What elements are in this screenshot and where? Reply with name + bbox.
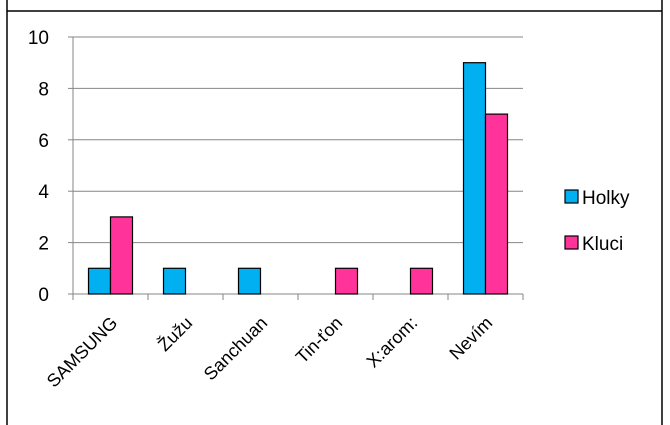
x-category-labels: SAMSUNG Žužu Sanchuan Tin-ťon Χ:arom: Nevím (43, 313, 496, 391)
legend: Holky Kluci (564, 188, 630, 255)
category-label: Žužu (154, 313, 196, 355)
bar-kluci-5 (484, 113, 509, 295)
bar-holky-1 (162, 267, 187, 295)
category-label: Nevím (445, 313, 496, 364)
y-tick-label: 10 (28, 28, 49, 49)
legend-label-kluci: Kluci (582, 234, 623, 255)
bar-kluci-3 (334, 267, 359, 295)
bar-holky-5 (462, 62, 487, 295)
bar-holky-2 (237, 267, 262, 295)
legend-swatch-kluci (564, 235, 579, 250)
legend-label-holky: Holky (582, 188, 630, 209)
y-tick-labels: 0 2 4 6 8 10 (28, 28, 50, 306)
category-label: Sanchuan (200, 313, 271, 384)
category-label: Tin-ťon (292, 313, 347, 368)
gridlines (73, 36, 523, 244)
bar-holky-0 (87, 267, 112, 295)
y-tick-label: 0 (38, 285, 49, 306)
bar-kluci-4 (409, 267, 434, 295)
y-tick-label: 4 (38, 182, 49, 203)
axes (68, 36, 524, 300)
category-label: SAMSUNG (43, 313, 121, 391)
y-tick-label: 6 (38, 131, 49, 152)
legend-swatch-holky (564, 189, 579, 204)
bars (87, 62, 509, 295)
bar-kluci-0 (109, 216, 134, 295)
category-label: Χ:arom: (363, 313, 422, 372)
y-tick-label: 8 (38, 79, 49, 100)
y-tick-label: 2 (38, 234, 49, 255)
